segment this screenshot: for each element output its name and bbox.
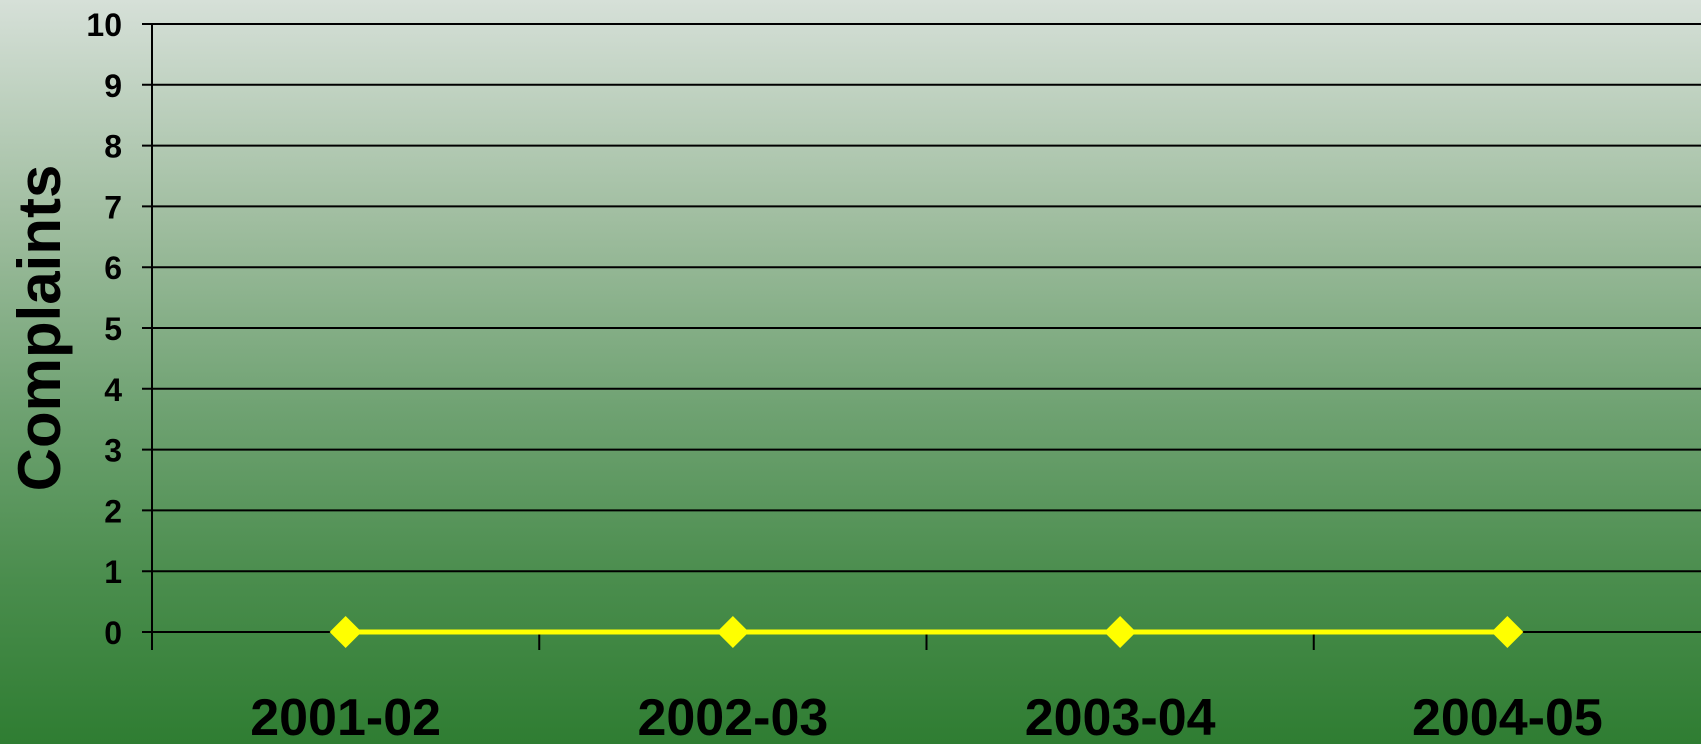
x-tick-label: 2004-05 <box>1412 689 1603 744</box>
y-tick-label: 9 <box>104 68 122 104</box>
x-tick-label: 2003-04 <box>1025 689 1216 744</box>
x-tick-labels: 2001-02 2002-03 2003-04 2004-05 <box>250 689 1603 744</box>
y-tick-label: 8 <box>104 129 122 165</box>
data-point-marker <box>716 616 749 648</box>
data-point-marker <box>1104 616 1137 648</box>
series-group <box>329 616 1524 648</box>
y-tick-label: 7 <box>104 189 122 225</box>
y-tick-label: 5 <box>104 311 122 347</box>
y-tick-labels: 0 1 2 3 4 5 6 7 8 9 10 <box>86 7 122 651</box>
axes <box>151 24 1701 650</box>
x-tick-label: 2002-03 <box>637 689 828 744</box>
x-tick-label: 2001-02 <box>250 689 441 744</box>
y-tick-label: 1 <box>104 554 122 590</box>
y-tick-label: 6 <box>104 250 122 286</box>
y-tick-label: 4 <box>104 372 122 408</box>
gridlines <box>142 23 1701 633</box>
y-tick-label: 10 <box>86 7 122 43</box>
y-tick-label: 2 <box>104 493 122 529</box>
y-tick-label: 3 <box>104 433 122 469</box>
data-point-marker <box>1491 616 1524 648</box>
data-point-marker <box>329 616 362 648</box>
y-tick-label: 0 <box>104 615 122 651</box>
y-axis-title: Complaints <box>6 165 73 492</box>
